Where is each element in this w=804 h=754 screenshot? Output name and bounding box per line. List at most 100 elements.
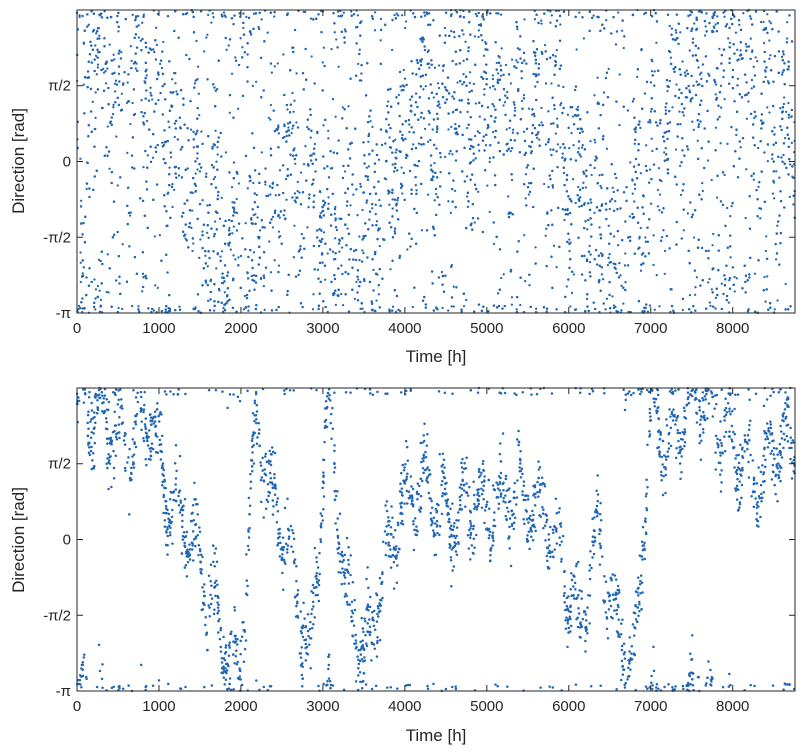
data-point <box>570 131 573 135</box>
data-point <box>694 286 697 289</box>
data-point <box>161 141 164 144</box>
data-point <box>599 233 602 236</box>
data-point <box>502 273 505 276</box>
data-point <box>433 161 436 165</box>
data-point <box>327 202 330 205</box>
data-point <box>438 103 441 106</box>
data-point <box>222 11 226 14</box>
data-point <box>633 187 637 191</box>
data-point <box>675 31 678 34</box>
data-point <box>367 132 371 136</box>
data-point <box>431 128 434 131</box>
data-point <box>688 49 691 52</box>
data-point <box>398 309 402 313</box>
data-point <box>247 309 250 312</box>
data-point <box>230 185 234 189</box>
data-point <box>400 166 403 169</box>
data-point <box>96 63 100 66</box>
data-point <box>729 256 732 259</box>
data-point <box>787 116 791 119</box>
data-point <box>338 250 341 253</box>
data-point <box>437 64 441 67</box>
data-point <box>679 193 683 197</box>
data-point <box>331 97 335 101</box>
data-point <box>294 201 298 204</box>
data-point <box>662 229 665 232</box>
data-point <box>78 15 81 19</box>
data-point <box>265 194 268 198</box>
data-point <box>379 17 383 21</box>
data-point <box>616 243 620 247</box>
data-point <box>346 227 349 230</box>
data-point <box>733 275 736 279</box>
data-point <box>756 59 759 63</box>
data-point <box>216 87 219 91</box>
data-point <box>129 122 132 126</box>
data-point <box>764 75 767 79</box>
data-point <box>94 54 98 57</box>
data-point <box>269 271 273 274</box>
data-point <box>462 59 465 62</box>
data-point <box>409 98 412 101</box>
data-point <box>389 268 392 271</box>
data-point <box>307 206 310 209</box>
data-point <box>618 123 621 127</box>
data-point <box>129 44 133 48</box>
data-point <box>715 196 719 199</box>
data-point <box>639 226 642 230</box>
data-point <box>163 161 167 165</box>
data-point <box>340 292 343 296</box>
data-point <box>551 186 555 189</box>
data-point <box>312 293 315 296</box>
data-point <box>326 252 329 255</box>
data-point <box>649 81 653 84</box>
data-point <box>453 189 457 193</box>
data-point <box>744 43 748 46</box>
data-point <box>544 143 548 146</box>
data-point <box>169 156 173 159</box>
data-point <box>776 299 779 302</box>
data-point <box>447 309 450 312</box>
data-point <box>499 64 502 67</box>
data-point <box>152 309 156 312</box>
data-point <box>706 159 710 162</box>
data-point <box>420 229 424 232</box>
data-point <box>175 90 178 93</box>
data-point <box>321 61 324 64</box>
data-point <box>540 121 543 124</box>
data-point <box>335 228 339 232</box>
data-point <box>757 185 760 189</box>
data-point <box>333 31 336 34</box>
data-point <box>362 251 365 255</box>
data-point <box>748 14 752 18</box>
data-point <box>378 199 381 202</box>
data-point <box>495 61 498 64</box>
data-point <box>607 224 610 227</box>
data-point <box>258 229 262 232</box>
data-point <box>108 167 111 170</box>
data-point <box>565 285 568 288</box>
data-point <box>141 290 144 293</box>
data-point <box>475 14 479 18</box>
data-point <box>537 62 541 66</box>
data-point <box>678 110 681 113</box>
data-point <box>94 44 97 47</box>
data-point <box>422 88 425 91</box>
data-point <box>685 69 688 72</box>
data-point <box>311 308 315 311</box>
data-point <box>94 116 97 120</box>
data-point <box>116 184 119 187</box>
data-point <box>252 181 255 185</box>
data-point <box>284 177 288 181</box>
data-point <box>649 110 653 113</box>
data-point <box>271 215 275 219</box>
data-point <box>450 305 453 308</box>
data-point <box>322 124 325 127</box>
data-point <box>126 151 129 155</box>
data-point <box>607 67 610 71</box>
data-point <box>784 110 788 114</box>
data-point <box>600 186 603 190</box>
data-point <box>331 250 335 253</box>
data-point <box>575 48 578 51</box>
data-point <box>773 197 776 200</box>
